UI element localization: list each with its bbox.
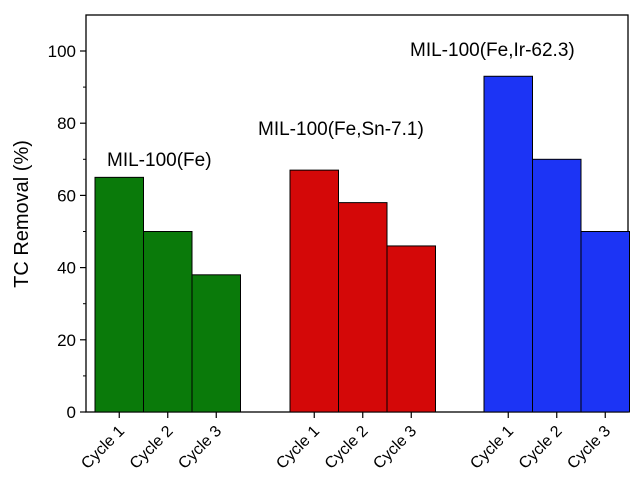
bar: [94, 176, 144, 413]
bar: [191, 274, 241, 413]
bar: [483, 75, 533, 413]
y-tick-label: 0: [67, 403, 76, 422]
x-tick-label: Cycle 2: [127, 423, 177, 473]
bar: [386, 245, 436, 413]
group-label: MIL-100(Fe): [107, 150, 212, 171]
bar: [289, 169, 339, 413]
x-tick-label: Cycle 1: [78, 423, 128, 473]
group-label: MIL-100(Fe,Sn-7.1): [258, 119, 424, 140]
bar: [580, 231, 630, 413]
x-tick-label: Cycle 2: [516, 423, 566, 473]
y-tick-label: 40: [57, 259, 76, 278]
y-tick-label: 100: [48, 42, 76, 61]
x-tick-label: Cycle 3: [370, 423, 420, 473]
y-tick-label: 80: [57, 114, 76, 133]
x-tick-label: Cycle 1: [273, 423, 323, 473]
bar: [532, 158, 582, 413]
x-tick-label: Cycle 1: [467, 423, 517, 473]
y-tick-label: 60: [57, 186, 76, 205]
bar: [143, 231, 193, 413]
group-label: MIL-100(Fe,Ir-62.3): [410, 40, 575, 61]
x-tick-label: Cycle 3: [564, 423, 614, 473]
y-tick-label: 20: [57, 331, 76, 350]
x-tick-label: Cycle 2: [322, 423, 372, 473]
y-axis-title: TC Removal (%): [11, 140, 33, 288]
bar: [338, 202, 388, 413]
x-tick-label: Cycle 3: [175, 423, 225, 473]
